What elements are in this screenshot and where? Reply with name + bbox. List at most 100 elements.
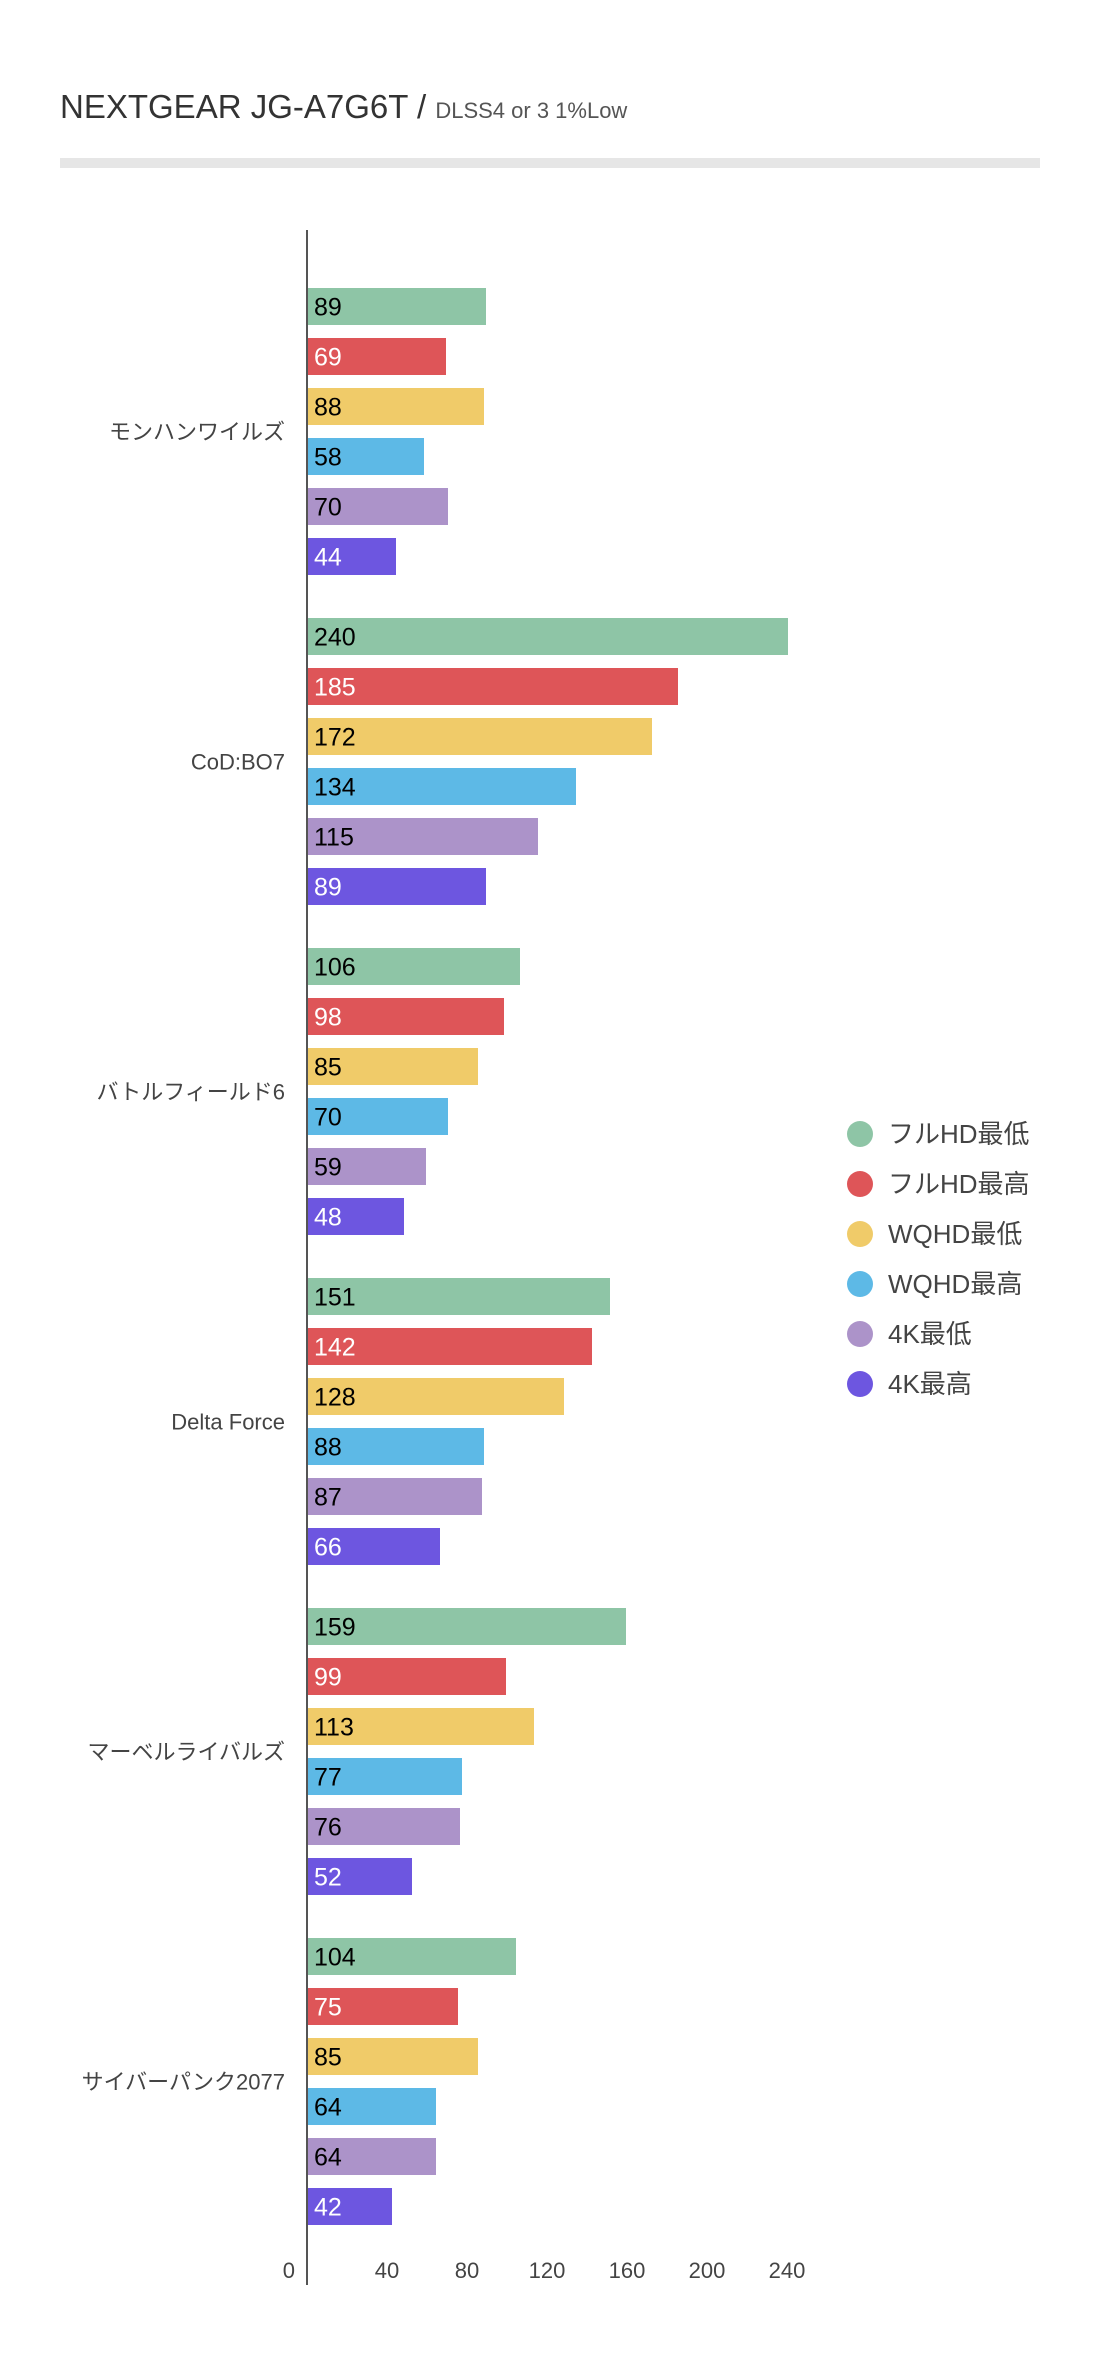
bar-value-label: 69 <box>314 344 342 372</box>
bar[interactable] <box>308 1328 592 1365</box>
bar-value-label: 89 <box>314 294 342 322</box>
bar[interactable] <box>308 618 788 655</box>
bar[interactable] <box>308 668 678 705</box>
bar-value-label: 104 <box>314 1944 356 1972</box>
bar[interactable] <box>308 948 520 985</box>
chart-title-main: NEXTGEAR JG-A7G6T <box>60 88 408 125</box>
bar-value-label: 85 <box>314 1054 342 1082</box>
title-divider <box>60 158 1040 168</box>
bar[interactable] <box>308 718 652 755</box>
bar[interactable] <box>308 2188 392 2225</box>
bar-value-label: 75 <box>314 1994 342 2022</box>
category-label: Delta Force <box>171 1410 285 1435</box>
bar-value-label: 66 <box>314 1534 342 1562</box>
bar-value-label: 106 <box>314 954 356 982</box>
legend-swatch <box>847 1221 873 1247</box>
legend-swatch <box>847 1321 873 1347</box>
legend-label: WQHD最高 <box>888 1269 1022 1299</box>
bar-value-label: 142 <box>314 1334 356 1362</box>
category-label: サイバーパンク2077 <box>82 2070 285 2095</box>
bar-value-label: 134 <box>314 774 356 802</box>
bar[interactable] <box>308 1988 458 2025</box>
bar-value-label: 48 <box>314 1204 342 1232</box>
bar-value-label: 88 <box>314 1434 342 1462</box>
legend-swatch <box>847 1371 873 1397</box>
bar[interactable] <box>308 1048 478 1085</box>
bar-value-label: 70 <box>314 494 342 522</box>
category-label: マーベルライバルズ <box>87 1740 285 1765</box>
chart-subtitle: DLSS4 or 3 1%Low <box>435 98 628 123</box>
bar-value-label: 88 <box>314 394 342 422</box>
bar[interactable] <box>308 1478 482 1515</box>
bar-value-label: 76 <box>314 1814 342 1842</box>
legend-label: WQHD最低 <box>888 1219 1022 1249</box>
bar[interactable] <box>308 338 446 375</box>
x-tick-label: 0 <box>283 2258 295 2283</box>
bar[interactable] <box>308 438 424 475</box>
bar[interactable] <box>308 538 396 575</box>
bar[interactable] <box>308 1608 626 1645</box>
bar-value-label: 172 <box>314 724 356 752</box>
bar[interactable] <box>308 998 504 1035</box>
chart-title-separator: / <box>407 88 436 125</box>
x-tick-label: 120 <box>529 2258 566 2283</box>
category-label: モンハンワイルズ <box>109 420 285 445</box>
bar[interactable] <box>308 1528 440 1565</box>
bar[interactable] <box>308 1198 404 1235</box>
bar-value-label: 159 <box>314 1614 356 1642</box>
bar[interactable] <box>308 1428 484 1465</box>
bar[interactable] <box>308 1708 534 1745</box>
x-tick-label: 40 <box>375 2258 399 2283</box>
bar-value-label: 58 <box>314 444 342 472</box>
category-label: CoD:BO7 <box>191 750 285 775</box>
x-tick-label: 240 <box>769 2258 806 2283</box>
bar-value-label: 44 <box>314 544 342 572</box>
legend-label: フルHD最低 <box>888 1119 1030 1149</box>
bar[interactable] <box>308 768 576 805</box>
bar-value-label: 240 <box>314 624 356 652</box>
bar[interactable] <box>308 1148 426 1185</box>
legend-swatch <box>847 1271 873 1297</box>
bar[interactable] <box>308 1858 412 1895</box>
bar-value-label: 52 <box>314 1864 342 1892</box>
bar-value-label: 89 <box>314 874 342 902</box>
legend-swatch <box>847 1171 873 1197</box>
bar-value-label: 87 <box>314 1484 342 1512</box>
bar[interactable] <box>308 818 538 855</box>
bar[interactable] <box>308 1938 516 1975</box>
bar[interactable] <box>308 2138 436 2175</box>
bar[interactable] <box>308 288 486 325</box>
x-tick-label: 200 <box>689 2258 726 2283</box>
bar-value-label: 115 <box>314 824 354 852</box>
bar-value-label: 99 <box>314 1664 342 1692</box>
x-tick-label: 160 <box>609 2258 646 2283</box>
legend-label: 4K最高 <box>888 1369 972 1399</box>
bar[interactable] <box>308 1658 506 1695</box>
bar[interactable] <box>308 1278 610 1315</box>
bar-value-label: 128 <box>314 1384 356 1412</box>
bar-value-label: 185 <box>314 674 356 702</box>
bar-value-label: 64 <box>314 2144 342 2172</box>
x-tick-label: 80 <box>455 2258 479 2283</box>
bar[interactable] <box>308 1758 462 1795</box>
bar-value-label: 113 <box>314 1714 354 1742</box>
bar-value-label: 64 <box>314 2094 342 2122</box>
bar[interactable] <box>308 2038 478 2075</box>
legend-label: フルHD最高 <box>888 1169 1030 1199</box>
bar[interactable] <box>308 1098 448 1135</box>
bar[interactable] <box>308 488 448 525</box>
bar-value-label: 59 <box>314 1154 342 1182</box>
bar-value-label: 85 <box>314 2044 342 2072</box>
bar-value-label: 42 <box>314 2194 342 2222</box>
bar[interactable] <box>308 2088 436 2125</box>
legend-label: 4K最低 <box>888 1319 972 1349</box>
bar[interactable] <box>308 1808 460 1845</box>
bar[interactable] <box>308 1378 564 1415</box>
bar[interactable] <box>308 868 486 905</box>
bar-value-label: 70 <box>314 1104 342 1132</box>
legend-swatch <box>847 1121 873 1147</box>
bar[interactable] <box>308 388 484 425</box>
bar-value-label: 151 <box>314 1284 356 1312</box>
bar-value-label: 77 <box>314 1764 342 1792</box>
